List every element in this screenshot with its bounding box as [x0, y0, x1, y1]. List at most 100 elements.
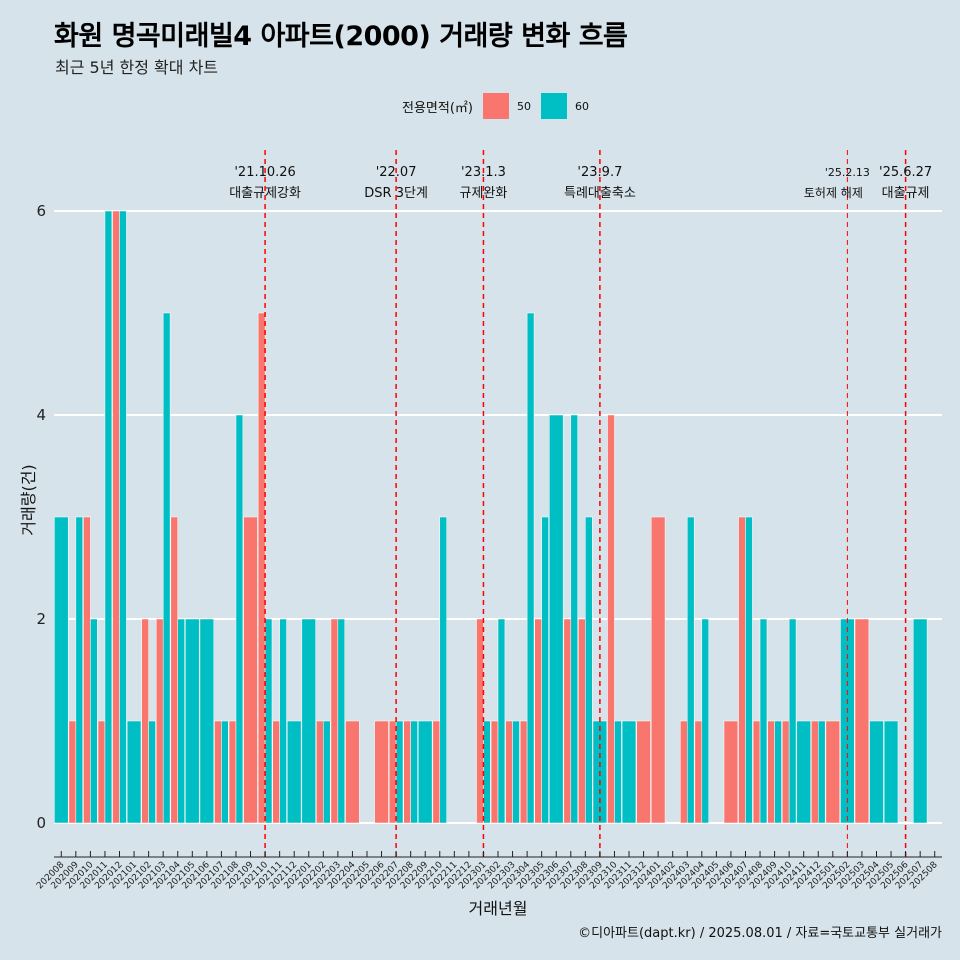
bar-50-202210 — [432, 720, 441, 824]
bar-60-202410 — [788, 618, 797, 824]
x-axis-label: 거래년월 — [469, 899, 528, 918]
bar-50-202401 — [650, 516, 666, 824]
bar-60-202303 — [512, 720, 520, 824]
bar-60-202011 — [104, 210, 113, 824]
bar-60-202008 — [54, 516, 69, 824]
bar-50-202204 — [345, 720, 360, 824]
event-date-202506: '25.6.27 — [879, 165, 932, 180]
legend-label-50: 50 — [516, 99, 531, 113]
bar-50-202207 — [388, 720, 397, 824]
bar-50-202305 — [534, 618, 542, 824]
bar-60-202106 — [199, 618, 215, 824]
source-caption: ©디아파트(dapt.kr) / 2025.08.01 / 자료=국토교통부 실… — [578, 926, 942, 941]
bar-60-202010 — [90, 618, 98, 824]
y-tick-label-0: 0 — [36, 814, 46, 832]
bar-50-202206 — [374, 720, 389, 824]
bar-50-202412 — [811, 720, 819, 824]
bar-50-202110 — [257, 312, 266, 824]
bar-50-202104 — [170, 516, 178, 824]
bar-60-202203 — [337, 618, 346, 824]
bar-50-202302 — [490, 720, 499, 824]
event-markers: '21.10.26 대출규제강화 '22.07 DSR 3단계 '23.1.3 규제완화 '… — [229, 150, 932, 857]
bar-60-202202 — [323, 720, 331, 824]
bar-50-202403 — [680, 720, 688, 824]
event-label-202309: 특례대출축소 — [564, 186, 636, 201]
bar-60-202112 — [287, 720, 302, 824]
legend-swatch-50 — [482, 93, 509, 119]
bar-60-202411 — [796, 720, 811, 824]
bar-50-202107 — [214, 720, 222, 824]
bar-60-202012 — [119, 210, 127, 824]
bar-60-202404 — [701, 618, 709, 824]
bar-50-202108 — [228, 720, 237, 824]
chart-title: 화원 명곡미래빌4 아파트(2000) 거래량 변화 흐름 — [54, 21, 628, 52]
bar-60-202409 — [774, 720, 782, 824]
bar-60-202507 — [912, 618, 928, 824]
bar-50-202404 — [694, 720, 703, 824]
bar-50-202208 — [403, 720, 411, 824]
bar-60-202310 — [614, 720, 622, 824]
event-date-202110: '21.10.26 — [234, 165, 295, 180]
bar-50-202301 — [476, 618, 484, 824]
bar-50-202010 — [83, 516, 91, 824]
bar-50-202009 — [68, 720, 77, 824]
event-label-202506: 대출규제 — [882, 186, 930, 201]
legend-label-60: 60 — [574, 99, 589, 113]
legend: 전용면적(㎡) 50 60 — [402, 93, 599, 119]
bar-50-202012 — [112, 210, 120, 824]
bar-60-202103 — [162, 312, 171, 824]
bar-60-202304 — [526, 312, 535, 824]
event-date-202301: '23.1.3 — [461, 165, 506, 180]
bars — [54, 210, 928, 824]
event-date-202309: '23.9.7 — [577, 165, 622, 180]
bar-60-202408 — [759, 618, 768, 824]
chart-subtitle: 최근 5년 한정 확대 차트 — [55, 58, 219, 77]
legend-swatch-60 — [540, 93, 567, 119]
bar-60-202403 — [686, 516, 695, 824]
bar-50-202406 — [723, 720, 739, 824]
bar-50-202103 — [156, 618, 164, 824]
axes: 2020082020092020102020112020122021012021… — [35, 851, 942, 891]
bar-50-202408 — [752, 720, 761, 824]
bar-60-202308 — [585, 516, 593, 824]
event-label-202502: 토허제 해제 — [804, 186, 863, 200]
bar-60-202412 — [818, 720, 826, 824]
y-axis-label: 거래량(건) — [19, 464, 38, 535]
bar-50-202109 — [243, 516, 258, 824]
bar-50-202011 — [97, 720, 106, 824]
bar-50-202410 — [781, 720, 790, 824]
event-date-202207: '22.07 — [376, 165, 417, 180]
bar-50-202308 — [578, 618, 586, 824]
bar-50-202312 — [636, 720, 651, 824]
bar-60-202208 — [410, 720, 418, 824]
y-tick-label-4: 4 — [36, 406, 46, 424]
bar-60-202301 — [483, 720, 491, 824]
bar-60-202305 — [541, 516, 549, 824]
bar-60-202307 — [570, 414, 578, 824]
y-tick-label-6: 6 — [36, 202, 46, 220]
event-date-202502: '25.2.13 — [825, 166, 870, 179]
bar-60-202306 — [549, 414, 564, 824]
bar-60-202311 — [621, 720, 637, 824]
bar-60-202102 — [148, 720, 156, 824]
bar-60-202105 — [185, 618, 200, 824]
bar-60-202505 — [883, 720, 899, 824]
bar-60-202209 — [418, 720, 433, 824]
event-label-202110: 대출규제강화 — [229, 186, 301, 201]
legend-title: 전용면적(㎡) — [402, 100, 473, 116]
bar-60-202111 — [279, 618, 287, 824]
bar-50-202304 — [519, 720, 528, 824]
bar-50-202407 — [738, 516, 746, 824]
bar-60-202101 — [126, 720, 142, 824]
bar-60-202201 — [301, 618, 316, 824]
bar-50-202310 — [607, 414, 615, 824]
bar-60-202104 — [177, 618, 185, 824]
bar-50-202203 — [330, 618, 339, 824]
bar-60-202107 — [221, 720, 229, 824]
bar-50-202202 — [316, 720, 324, 824]
bar-60-202407 — [745, 516, 753, 824]
bar-50-202409 — [767, 720, 775, 824]
bar-50-202111 — [272, 720, 280, 824]
bar-60-202009 — [75, 516, 84, 824]
bar-60-202210 — [439, 516, 447, 824]
